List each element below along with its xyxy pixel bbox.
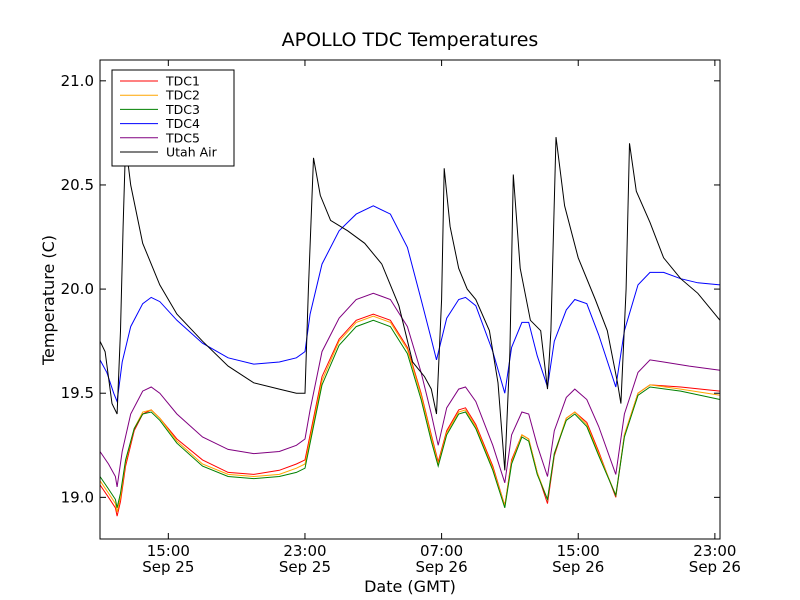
x-tick-sublabel: Sep 26	[689, 558, 741, 576]
series-line-tdc4	[99, 205, 721, 404]
legend-label: TDC1	[165, 74, 200, 89]
legend-label: TDC3	[165, 102, 200, 117]
x-tick-sublabel: Sep 25	[279, 558, 331, 576]
legend-label: TDC2	[165, 88, 200, 103]
series-layer	[99, 137, 721, 517]
y-axis-label: Temperature (C)	[39, 235, 58, 366]
y-tick-label: 20.0	[61, 280, 94, 298]
series-line-tdc5	[99, 292, 721, 487]
y-tick-label: 19.0	[61, 488, 94, 506]
x-tick-label: 23:00	[283, 542, 326, 560]
y-axis: 19.0 19.5 20.0 20.5 21.0	[61, 72, 720, 506]
x-tick-label: 15:00	[557, 542, 600, 560]
legend-label: Utah Air	[166, 145, 218, 160]
plot-frame	[99, 59, 721, 540]
x-axis-label: Date (GMT)	[364, 577, 456, 596]
y-tick-label: 21.0	[61, 72, 94, 90]
series-line-tdc3	[99, 319, 721, 508]
y-tick-label: 19.5	[61, 384, 94, 402]
x-tick-sublabel: Sep 26	[416, 558, 468, 576]
series-line-tdc2	[99, 315, 721, 513]
x-tick-sublabel: Sep 26	[552, 558, 604, 576]
x-tick-label: 15:00	[147, 542, 190, 560]
legend-label: TDC4	[165, 116, 200, 131]
x-tick-label: 07:00	[420, 542, 463, 560]
chart-title: APOLLO TDC Temperatures	[282, 29, 539, 51]
x-tick-label: 23:00	[693, 542, 736, 560]
x-tick-sublabel: Sep 25	[142, 558, 194, 576]
legend-label: TDC5	[165, 130, 200, 145]
legend-frame	[111, 69, 235, 167]
y-tick-label: 20.5	[61, 176, 94, 194]
series-line-utah-air	[99, 137, 721, 471]
